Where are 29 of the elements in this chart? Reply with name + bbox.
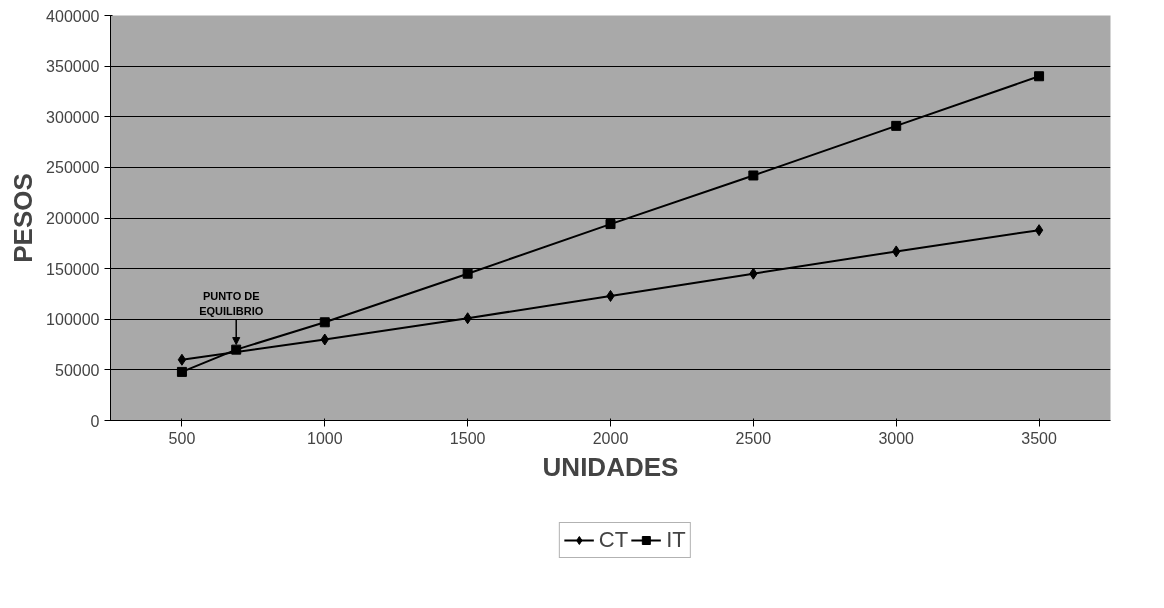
point bbox=[462, 268, 473, 279]
annotation: PUNTO DE EQUILIBRIO bbox=[199, 290, 264, 317]
x-tick-label: 1000 bbox=[306, 429, 343, 447]
y-tick-label: 0 bbox=[90, 412, 100, 430]
y-axis-title: PESOS bbox=[8, 173, 39, 263]
x-tick-label: 2500 bbox=[735, 429, 772, 447]
point bbox=[891, 120, 902, 131]
y-tick-label: 150000 bbox=[46, 260, 100, 278]
y-tick-label: 250000 bbox=[46, 159, 100, 177]
x-axis-title: UNIDADES bbox=[542, 451, 679, 482]
point bbox=[1034, 224, 1044, 237]
x-tick-label: 500 bbox=[168, 429, 196, 447]
point bbox=[319, 317, 330, 328]
y-tick-label: 400000 bbox=[46, 7, 100, 25]
x-tick-label: 3500 bbox=[1021, 429, 1057, 447]
x-tick-label: 2000 bbox=[592, 429, 629, 447]
point bbox=[177, 353, 187, 366]
y-tick-label: 300000 bbox=[46, 108, 100, 126]
point bbox=[1034, 71, 1045, 82]
point bbox=[748, 170, 759, 181]
point bbox=[176, 366, 187, 377]
y-tick-label: 350000 bbox=[46, 58, 100, 76]
point bbox=[231, 344, 242, 355]
x-tick-label: 3000 bbox=[878, 429, 915, 447]
y-tick-label: 200000 bbox=[46, 210, 100, 227]
x-tick-label: 1500 bbox=[449, 429, 486, 447]
y-tick-label: 50000 bbox=[55, 361, 100, 379]
point bbox=[605, 219, 616, 230]
y-tick-label: 100000 bbox=[46, 311, 100, 329]
